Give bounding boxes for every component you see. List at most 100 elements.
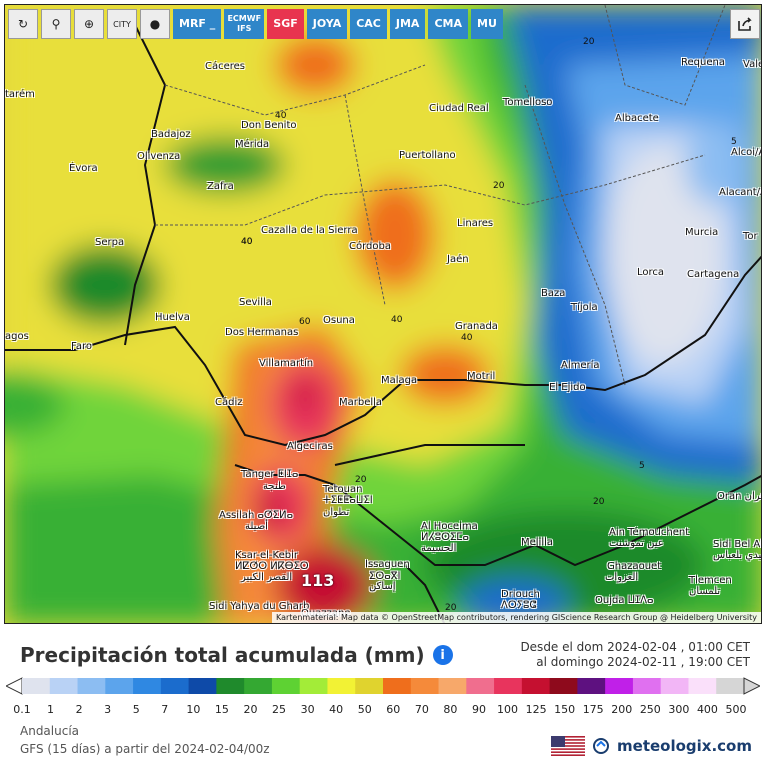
city-label: Almería — [561, 360, 600, 371]
city-label: Baza — [541, 288, 566, 299]
city-label: Linares — [457, 218, 494, 229]
scale-label: 300 — [668, 703, 690, 716]
scale-swatch — [271, 678, 301, 694]
city-label: Sevilla — [239, 297, 272, 308]
city-label: أصيلة — [245, 521, 268, 532]
city-label: Zafra — [207, 181, 234, 192]
refresh-icon[interactable]: ↻ — [8, 9, 38, 39]
city-label: القصر الكبير — [241, 572, 293, 583]
city-label: Lorca — [637, 267, 665, 278]
city-label: Melilla — [521, 537, 554, 548]
zoom-icon[interactable]: ⊕ — [74, 9, 104, 39]
scale-label: 500 — [725, 703, 747, 716]
contour-label: 60 — [299, 317, 311, 327]
model-run-info: GFS (15 días) a partir del 2024-02-04/00… — [20, 742, 270, 756]
city-label: Alacant/A — [719, 187, 761, 198]
contour-label: 40 — [461, 333, 473, 343]
city-label: Oujda ⵡⵊⴷⴰ — [595, 595, 654, 606]
color-scale-bar — [6, 677, 760, 695]
city-toggle-icon[interactable]: CITY — [107, 9, 137, 39]
scale-label: 50 — [357, 703, 372, 716]
contour-label: 5 — [639, 461, 645, 471]
scale-label: 5 — [132, 703, 140, 716]
city-label: Tetouan — [323, 484, 363, 495]
contour-label: 40 — [391, 315, 403, 325]
city-label: ⵍⵇⵚⵔ ⵍⴽⴱⵉⵔ — [235, 561, 309, 572]
city-label: ⵉⵙⴰⴳⵏ — [369, 571, 401, 582]
precipitation-map[interactable]: Cáceres tarém Don Benito Mérida Badajoz Olive… — [4, 4, 762, 624]
scale-label: 30 — [300, 703, 315, 716]
contour-label: 20 — [445, 603, 457, 613]
scale-label: 400 — [696, 703, 718, 716]
city-label: Ghazaouet — [607, 561, 662, 572]
city-label: الغزوات — [605, 572, 639, 583]
scale-swatch — [549, 678, 578, 694]
scale-swatch — [494, 678, 523, 694]
period-from: Desde el dom 2024-02-04 , 01:00 CET — [520, 640, 750, 654]
city-label: Albacete — [615, 113, 659, 124]
contour-label: 40 — [241, 237, 253, 247]
valid-period: Desde el dom 2024-02-04 , 01:00 CET al d… — [520, 640, 750, 670]
city-label: Serpa — [95, 237, 125, 248]
model-jma-button[interactable]: JMA — [389, 9, 426, 39]
city-label: Cáceres — [205, 61, 246, 72]
model-mu-button[interactable]: MU — [471, 9, 503, 39]
scale-arrow-right — [743, 677, 760, 695]
city-label: ⴷⵔⵢⵓⵛ — [501, 600, 537, 611]
scale-label: 150 — [554, 703, 576, 716]
city-label: سيدي بلعباس — [713, 550, 762, 561]
city-label: Alcoi/A — [731, 147, 762, 158]
scale-swatch — [22, 678, 51, 694]
dot-toggle-icon[interactable]: ● — [140, 9, 170, 39]
max-precipitation-value: 113 — [301, 571, 335, 590]
scale-label: 60 — [386, 703, 401, 716]
city-label: Driouch — [501, 589, 540, 600]
city-label: Tlemcen — [689, 575, 732, 586]
scale-label: 250 — [639, 703, 661, 716]
model-cma-button[interactable]: CMA — [428, 9, 468, 39]
city-label: Issaguen — [365, 559, 410, 570]
city-label: الحسيمة — [421, 543, 457, 554]
city-label: Ain Témouchent — [609, 527, 690, 538]
scale-swatch — [716, 678, 745, 694]
info-icon[interactable]: i — [432, 645, 453, 665]
scale-swatch — [216, 678, 245, 694]
share-button[interactable] — [730, 9, 760, 39]
city-label: تطوان — [323, 507, 350, 518]
model-sgf-button[interactable]: SGF — [267, 9, 304, 39]
scale-label: 15 — [214, 703, 229, 716]
city-label: Cádiz — [215, 397, 243, 408]
scale-label: 80 — [443, 703, 458, 716]
model-mrf-button[interactable]: MRF _ — [173, 9, 222, 39]
scale-swatch — [188, 678, 217, 694]
scale-label: 20 — [243, 703, 258, 716]
period-to: al domingo 2024-02-11 , 19:00 CET — [536, 655, 750, 669]
scale-label: 70 — [414, 703, 429, 716]
city-label: Tíjola — [571, 302, 598, 313]
model-joya-button[interactable]: JOYA — [306, 9, 348, 39]
city-label: Sidi Yahya du Gharb — [209, 601, 310, 612]
scale-label: 25 — [272, 703, 287, 716]
scale-swatch — [521, 678, 551, 694]
scale-swatch — [632, 678, 662, 694]
city-label: إساكن — [369, 581, 396, 592]
model-ecmwf-button[interactable]: ECMWF IFS — [224, 9, 265, 39]
city-label: tarém — [5, 89, 35, 100]
contour-label: 5 — [731, 137, 737, 147]
model-cac-button[interactable]: CAC — [350, 9, 387, 39]
contour-label: 20 — [583, 37, 595, 47]
contour-label: 40 — [241, 237, 253, 247]
city-label: Puertollano — [399, 150, 456, 161]
scale-swatch — [438, 678, 467, 694]
city-label: Huelva — [155, 312, 190, 323]
scale-arrow-left — [6, 677, 23, 695]
map-attribution: Kartenmaterial: Map data © OpenStreetMap… — [271, 612, 761, 623]
location-pin-icon[interactable]: ⚲ — [41, 9, 71, 39]
scale-label: 3 — [104, 703, 112, 716]
scale-label: 175 — [582, 703, 604, 716]
city-label: Dos Hermanas — [225, 327, 299, 338]
scale-swatch — [383, 678, 412, 694]
map-toolbar: ↻ ⚲ ⊕ CITY ● MRF _ ECMWF IFS SGF JOYA CAC JMA CMA MU — [8, 9, 503, 39]
brand[interactable]: meteologix.com — [551, 736, 752, 756]
scale-swatch — [77, 678, 106, 694]
